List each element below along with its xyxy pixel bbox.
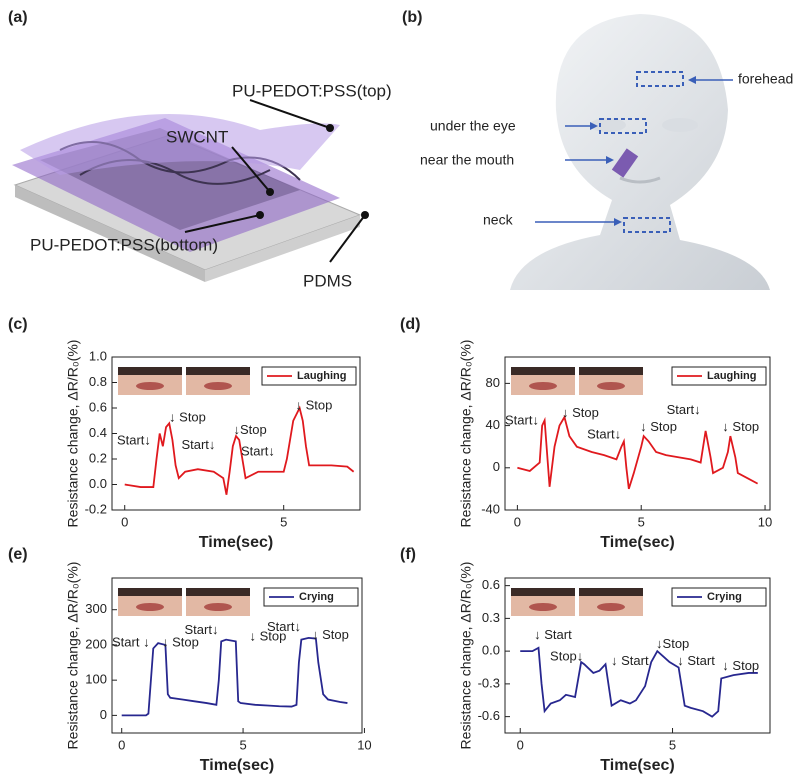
legend-label: Crying: [299, 591, 334, 603]
y-tick-label: 0.6: [482, 577, 500, 592]
annotation: ↓ Stop: [640, 419, 677, 434]
face-photo-shade: [579, 588, 643, 596]
y-tick-label: 0.8: [89, 374, 107, 389]
annotation: Start↓: [117, 433, 151, 448]
panel-label: (f): [400, 546, 416, 563]
layer-label: PU-PEDOT:PSS(bottom): [30, 235, 218, 254]
y-tick-label: -0.3: [478, 675, 500, 690]
panel-label: (d): [400, 316, 420, 333]
face-feature: [204, 382, 232, 390]
x-axis-label: Time(sec): [600, 534, 674, 551]
y-axis-label: Resistance change, ΔR/R₀(%): [458, 340, 474, 528]
annotation: Start↓: [505, 413, 539, 428]
face-feature: [597, 382, 625, 390]
layer-label: PU-PEDOT:PSS(top): [232, 81, 392, 100]
face-feature: [136, 382, 164, 390]
head-illustration: [510, 14, 770, 290]
face-feature: [597, 603, 625, 611]
face-photo-shade: [186, 588, 250, 596]
y-tick-label: 0.0: [482, 643, 500, 658]
y-tick-label: 300: [85, 601, 107, 616]
y-tick-label: 1.0: [89, 348, 107, 363]
annotation: Start↓: [241, 443, 275, 458]
face-photo-shade: [511, 367, 575, 375]
x-tick-label: 5: [669, 737, 676, 752]
x-tick-label: 0: [121, 514, 128, 529]
x-tick-label: 5: [280, 514, 287, 529]
x-axis-label: Time(sec): [600, 757, 674, 774]
y-tick-label: -0.6: [478, 708, 500, 723]
y-tick-label: 40: [486, 417, 500, 432]
annotation: ↓Stop: [234, 422, 267, 437]
y-tick-label: 100: [85, 672, 107, 687]
panel-label: (e): [8, 546, 28, 563]
site-label: under the eye: [430, 118, 516, 134]
legend-label: Laughing: [297, 370, 347, 382]
annotation: ↓ Stop: [169, 410, 206, 425]
x-tick-label: 10: [357, 737, 371, 752]
x-tick-label: 5: [239, 737, 246, 752]
legend-label: Laughing: [707, 370, 757, 382]
site-label: neck: [483, 212, 514, 228]
y-tick-label: 200: [85, 636, 107, 651]
y-axis-label: Resistance change, ΔR/R₀(%): [65, 340, 81, 528]
y-tick-label: 0.2: [89, 450, 107, 465]
y-tick-label: 0: [493, 459, 500, 474]
face-photo-shade: [579, 367, 643, 375]
legend-label: Crying: [707, 591, 742, 603]
face-photo-shade: [186, 367, 250, 375]
y-tick-label: 80: [486, 375, 500, 390]
annotation: ↓ Start: [611, 653, 649, 668]
data-line: [122, 638, 348, 716]
face-feature: [529, 603, 557, 611]
annotation: ↓ Stop: [722, 658, 759, 673]
x-tick-label: 0: [514, 514, 521, 529]
annotation: ↓ Stop: [296, 397, 333, 412]
face-feature: [529, 382, 557, 390]
x-tick-label: 0: [517, 737, 524, 752]
y-tick-label: 0.0: [89, 476, 107, 491]
annotation: Stop↓: [550, 648, 583, 663]
x-axis-label: Time(sec): [200, 757, 274, 774]
y-tick-label: -0.2: [85, 501, 107, 516]
annotation: Start↓: [267, 619, 301, 634]
y-axis-label: Resistance change, ΔR/R₀(%): [458, 562, 474, 750]
x-tick-label: 10: [758, 514, 772, 529]
face-feature: [136, 603, 164, 611]
face-photo-shade: [511, 588, 575, 596]
y-tick-label: -40: [481, 501, 500, 516]
layer-label: SWCNT: [166, 127, 228, 146]
annotation: Start↓: [181, 437, 215, 452]
face-feature: [204, 603, 232, 611]
face-photo-shade: [118, 367, 182, 375]
panel-label: (b): [402, 9, 422, 26]
annotation: ↓ Start: [534, 627, 572, 642]
y-axis-label: Resistance change, ΔR/R₀(%): [65, 562, 81, 750]
y-tick-label: 0: [100, 707, 107, 722]
x-tick-label: 5: [638, 514, 645, 529]
layer-label: PDMS: [303, 271, 352, 290]
annotation: Start↓: [587, 426, 621, 441]
y-tick-label: 0.6: [89, 399, 107, 414]
y-tick-label: 0.3: [482, 610, 500, 625]
panel-label: (a): [8, 9, 28, 26]
annotation: ↓ Stop: [312, 627, 349, 642]
annotation: Start↓: [185, 622, 219, 637]
panel-label: (c): [8, 316, 28, 333]
annotation: ↓ Stop: [722, 419, 759, 434]
x-axis-label: Time(sec): [199, 534, 273, 551]
x-tick-label: 0: [118, 737, 125, 752]
annotation: Start ↓: [112, 635, 150, 650]
face-photo-shade: [118, 588, 182, 596]
annotation: ↓ Start: [677, 653, 715, 668]
site-label: forehead: [738, 71, 793, 87]
figure: (a) PU-PEDOT:PSS(top) SWCNT PU-PEDOT:PSS…: [0, 0, 807, 775]
annotation: ↓Stop: [656, 636, 689, 651]
y-tick-label: 0.4: [89, 425, 107, 440]
annotation: ↓ Stop: [562, 405, 599, 420]
annotation: Start↓: [667, 402, 701, 417]
site-label: near the mouth: [420, 152, 514, 168]
